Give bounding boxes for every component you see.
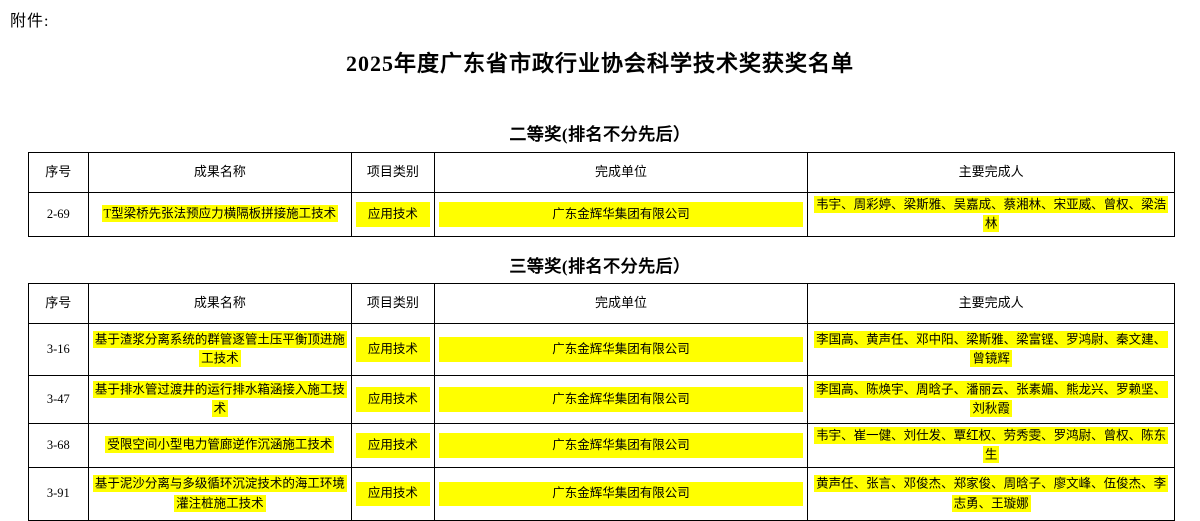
table-row: 3-16 基于渣浆分离系统的群管逐管土压平衡顶进施工技术 应用技术 广东金辉华集… — [28, 323, 1175, 376]
serial-cell: 3-47 — [28, 375, 89, 424]
serial-cell: 3-16 — [28, 323, 89, 376]
highlight-text: 韦宇、崔一健、刘仕发、覃红权、劳秀雯、罗鸿尉、曾权、陈东生 — [814, 426, 1169, 463]
highlight-text: 广东金辉华集团有限公司 — [438, 387, 804, 412]
column-header-achievement: 成果名称 — [87, 152, 353, 193]
column-header-serial: 序号 — [28, 283, 89, 324]
column-header-category: 项目类别 — [351, 283, 435, 324]
achievement-cell: 基于泥沙分离与多级循环沉淀技术的海工环境灌注桩施工技术 — [87, 467, 353, 521]
table-row: 3-91 基于泥沙分离与多级循环沉淀技术的海工环境灌注桩施工技术 应用技术 广东… — [28, 467, 1175, 521]
achievement-cell: 受限空间小型电力管廊逆作沉涵施工技术 — [87, 423, 353, 468]
page-title: 2025年度广东省市政行业协会科学技术奖获奖名单 — [345, 51, 854, 76]
attachment-label: 附件: — [10, 13, 50, 30]
highlight-text: 应用技术 — [356, 202, 430, 227]
contributors-cell: 李国高、黄声任、邓中阳、梁斯雅、梁富铿、罗鸿尉、秦文建、曾镜辉 — [807, 323, 1175, 376]
highlight-text: 黄声任、张言、邓俊杰、郑家俊、周晗子、廖文峰、伍俊杰、李志勇、王璇娜 — [814, 475, 1169, 512]
highlight-text: 李国高、黄声任、邓中阳、梁斯雅、梁富铿、罗鸿尉、秦文建、曾镜辉 — [814, 330, 1169, 367]
highlight-text: 受限空间小型电力管廊逆作沉涵施工技术 — [105, 436, 335, 454]
serial-cell: 3-68 — [28, 423, 89, 468]
highlight-text: 应用技术 — [356, 337, 430, 362]
contributors-cell: 韦宇、崔一健、刘仕发、覃红权、劳秀雯、罗鸿尉、曾权、陈东生 — [807, 423, 1175, 468]
highlight-text: 广东金辉华集团有限公司 — [438, 202, 804, 227]
table-row: 3-47 基于排水管过渡井的运行排水箱涵接入施工技术 应用技术 广东金辉华集团有… — [28, 375, 1175, 424]
organization-cell: 广东金辉华集团有限公司 — [433, 467, 809, 521]
column-header-contributors: 主要完成人 — [807, 152, 1175, 193]
section-heading-third-prize: 三等奖(排名不分先后） — [509, 257, 691, 276]
highlight-text: 李国高、陈焕宇、周晗子、潘丽云、张素媚、熊龙兴、罗赖坚、刘秋霞 — [814, 380, 1169, 417]
highlight-text: 应用技术 — [356, 433, 430, 458]
highlight-text: 应用技术 — [356, 481, 430, 507]
award-table-second-prize: 序号 成果名称 项目类别 完成单位 主要完成人 2-69 T型梁桥先张法预应力横… — [28, 152, 1175, 237]
category-cell: 应用技术 — [351, 192, 435, 237]
highlight-text: 广东金辉华集团有限公司 — [438, 337, 804, 362]
highlight-text: 韦宇、周彩婷、梁斯雅、吴嘉成、蔡湘林、宋亚威、曾权、梁浩林 — [814, 195, 1169, 232]
table-header-row: 序号 成果名称 项目类别 完成单位 主要完成人 — [28, 152, 1175, 193]
column-header-serial: 序号 — [28, 152, 89, 193]
contributors-cell: 李国高、陈焕宇、周晗子、潘丽云、张素媚、熊龙兴、罗赖坚、刘秋霞 — [807, 375, 1175, 424]
category-cell: 应用技术 — [351, 423, 435, 468]
serial-cell: 2-69 — [28, 192, 89, 237]
serial-cell: 3-91 — [28, 467, 89, 521]
highlight-text: 广东金辉华集团有限公司 — [438, 481, 804, 507]
organization-cell: 广东金辉华集团有限公司 — [433, 375, 809, 424]
column-header-organization: 完成单位 — [433, 283, 809, 324]
achievement-cell: 基于排水管过渡井的运行排水箱涵接入施工技术 — [87, 375, 353, 424]
highlight-text: 基于渣浆分离系统的群管逐管土压平衡顶进施工技术 — [92, 330, 347, 367]
table-row: 3-68 受限空间小型电力管廊逆作沉涵施工技术 应用技术 广东金辉华集团有限公司… — [28, 423, 1175, 468]
organization-cell: 广东金辉华集团有限公司 — [433, 192, 809, 237]
category-cell: 应用技术 — [351, 375, 435, 424]
highlight-text: 基于泥沙分离与多级循环沉淀技术的海工环境灌注桩施工技术 — [92, 475, 347, 512]
award-table-third-prize: 序号 成果名称 项目类别 完成单位 主要完成人 3-16 基于渣浆分离系统的群管… — [28, 283, 1175, 521]
achievement-cell: 基于渣浆分离系统的群管逐管土压平衡顶进施工技术 — [87, 323, 353, 376]
table-header-row: 序号 成果名称 项目类别 完成单位 主要完成人 — [28, 283, 1175, 324]
column-header-category: 项目类别 — [351, 152, 435, 193]
highlight-text: T型梁桥先张法预应力横隔板拼接施工技术 — [101, 205, 339, 223]
organization-cell: 广东金辉华集团有限公司 — [433, 323, 809, 376]
organization-cell: 广东金辉华集团有限公司 — [433, 423, 809, 468]
column-header-organization: 完成单位 — [433, 152, 809, 193]
highlight-text: 应用技术 — [356, 387, 430, 412]
contributors-cell: 韦宇、周彩婷、梁斯雅、吴嘉成、蔡湘林、宋亚威、曾权、梁浩林 — [807, 192, 1175, 237]
category-cell: 应用技术 — [351, 323, 435, 376]
highlight-text: 广东金辉华集团有限公司 — [438, 433, 804, 458]
achievement-cell: T型梁桥先张法预应力横隔板拼接施工技术 — [87, 192, 353, 237]
table-row: 2-69 T型梁桥先张法预应力横隔板拼接施工技术 应用技术 广东金辉华集团有限公… — [28, 192, 1175, 237]
document-page: 附件: 2025年度广东省市政行业协会科学技术奖获奖名单 二等奖(排名不分先后）… — [10, 13, 1175, 521]
highlight-text: 基于排水管过渡井的运行排水箱涵接入施工技术 — [92, 380, 347, 417]
column-header-achievement: 成果名称 — [87, 283, 353, 324]
column-header-contributors: 主要完成人 — [807, 283, 1175, 324]
contributors-cell: 黄声任、张言、邓俊杰、郑家俊、周晗子、廖文峰、伍俊杰、李志勇、王璇娜 — [807, 467, 1175, 521]
section-heading-second-prize: 二等奖(排名不分先后） — [509, 125, 691, 144]
category-cell: 应用技术 — [351, 467, 435, 521]
